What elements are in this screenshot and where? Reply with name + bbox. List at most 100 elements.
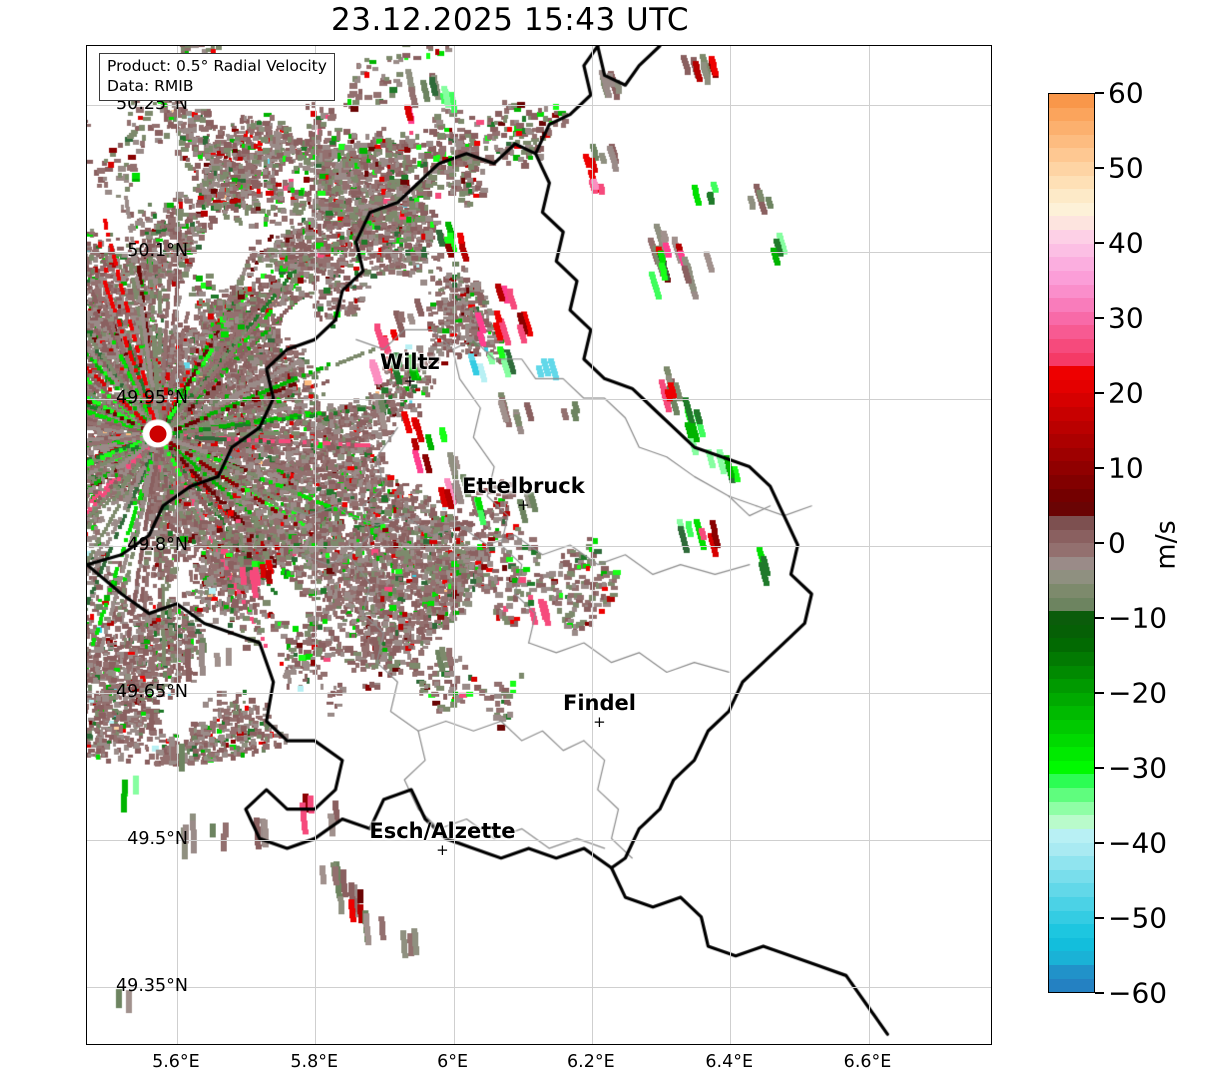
colorbar-band (1049, 896, 1094, 911)
colorbar-band (1049, 774, 1094, 789)
colorbar-band (1049, 107, 1094, 122)
colorbar-tick (1095, 692, 1104, 694)
colorbar-gradient (1048, 93, 1095, 993)
colorbar-band (1049, 556, 1094, 571)
colorbar-band (1049, 706, 1094, 721)
colorbar-tick-label: −30 (1108, 751, 1168, 785)
colorbar-tick (1095, 617, 1104, 619)
colorbar-band (1049, 965, 1094, 979)
colorbar-band (1049, 270, 1094, 285)
radar-site-marker[interactable] (149, 425, 167, 443)
colorbar-band (1049, 447, 1094, 462)
colorbar-band (1049, 175, 1094, 190)
colorbar-band (1049, 420, 1094, 435)
latitude-tick-label: 49.5°N (127, 829, 188, 850)
colorbar-band (1049, 978, 1094, 993)
longitude-tick-label: 5.6°E (152, 1052, 200, 1072)
colorbar-band (1049, 733, 1094, 748)
colorbar-tick (1095, 167, 1104, 169)
radar-map-plot[interactable]: Product: 0.5° Radial Velocity Data: RMIB… (86, 45, 992, 1045)
latitude-tick-label: 49.65°N (116, 682, 188, 703)
colorbar-band (1049, 366, 1094, 380)
colorbar-band (1049, 801, 1094, 816)
grid-line-vertical (453, 46, 455, 1044)
grid-line-vertical (730, 46, 732, 1044)
colorbar-tick (1095, 917, 1104, 919)
colorbar-band (1049, 597, 1094, 612)
colorbar-band (1049, 856, 1094, 870)
colorbar-band (1049, 543, 1094, 557)
colorbar-band (1049, 760, 1094, 775)
colorbar-tick (1095, 542, 1104, 544)
colorbar-tick (1095, 92, 1104, 94)
colorbar-band (1049, 407, 1094, 421)
colorbar-tick-label: −50 (1108, 901, 1168, 935)
colorbar-band (1049, 434, 1094, 448)
grid-line-vertical (315, 46, 317, 1044)
colorbar-unit-label: m/s (1150, 520, 1182, 570)
colorbar-band (1049, 910, 1094, 925)
grid-line-vertical (868, 46, 870, 1044)
colorbar-band (1049, 937, 1094, 952)
colorbar-band (1049, 651, 1094, 666)
colorbar-band (1049, 475, 1094, 489)
colorbar-band (1049, 611, 1094, 625)
colorbar-band (1049, 243, 1094, 258)
colorbar-band (1049, 393, 1094, 408)
colorbar-band (1049, 815, 1094, 829)
colorbar-band (1049, 951, 1094, 965)
grid-line-horizontal (87, 104, 991, 106)
colorbar-band (1049, 338, 1094, 353)
colorbar-tick (1095, 992, 1104, 994)
colorbar-tick-label: 10 (1108, 451, 1144, 485)
colorbar-band (1049, 121, 1094, 135)
colorbar-tick-label: −40 (1108, 826, 1168, 860)
latitude-tick-label: 49.95°N (116, 387, 188, 408)
colorbar-band (1049, 502, 1094, 516)
longitude-tick-label: 6.2°E (567, 1052, 615, 1072)
latitude-tick-label: 50.1°N (127, 240, 188, 261)
longitude-tick-label: 6.6°E (843, 1052, 892, 1072)
colorbar-tick-label: −20 (1108, 676, 1168, 710)
grid-line-horizontal (87, 987, 991, 989)
colorbar-band (1049, 692, 1094, 707)
colorbar-tick-label: 0 (1108, 526, 1126, 560)
colorbar-tick (1095, 467, 1104, 469)
colorbar-band (1049, 216, 1094, 231)
colorbar-tick-label: 60 (1108, 76, 1144, 110)
colorbar-band (1049, 842, 1094, 857)
colorbar-band (1049, 624, 1094, 639)
colorbar-tick-label: 40 (1108, 226, 1144, 260)
colorbar-band (1049, 924, 1094, 938)
product-line: Product: 0.5° Radial Velocity (107, 57, 327, 75)
colorbar-band (1049, 638, 1094, 652)
grid-line-vertical (591, 46, 593, 1044)
radar-echo-canvas (87, 46, 991, 1044)
colorbar-band (1049, 515, 1094, 530)
colorbar-band (1049, 148, 1094, 163)
colorbar-band (1049, 352, 1094, 367)
colorbar-band (1049, 379, 1094, 394)
colorbar[interactable]: 60 50 40 30 20 10 0 −10 −20 −30 −40 −50 −60 (1048, 77, 1167, 1010)
grid-line-horizontal (87, 840, 991, 842)
latitude-tick-label: 49.8°N (127, 535, 188, 555)
grid-line-horizontal (87, 546, 991, 547)
colorbar-tick-label: −10 (1108, 601, 1168, 635)
colorbar-band (1049, 529, 1094, 544)
colorbar-band (1049, 679, 1094, 693)
colorbar-band (1049, 202, 1094, 217)
colorbar-tick-label: 50 (1108, 151, 1144, 185)
colorbar-band (1049, 828, 1094, 843)
colorbar-band (1049, 570, 1094, 584)
grid-line-horizontal (87, 398, 991, 400)
colorbar-band (1049, 298, 1094, 312)
colorbar-band (1049, 189, 1094, 203)
colorbar-tick-label: 20 (1108, 376, 1144, 410)
colorbar-tick (1095, 842, 1104, 844)
longitude-tick-label: 6°E (437, 1052, 469, 1072)
colorbar-band (1049, 869, 1094, 884)
colorbar-band (1049, 665, 1094, 680)
colorbar-band (1049, 230, 1094, 244)
colorbar-band (1049, 747, 1094, 761)
colorbar-band (1049, 488, 1094, 503)
